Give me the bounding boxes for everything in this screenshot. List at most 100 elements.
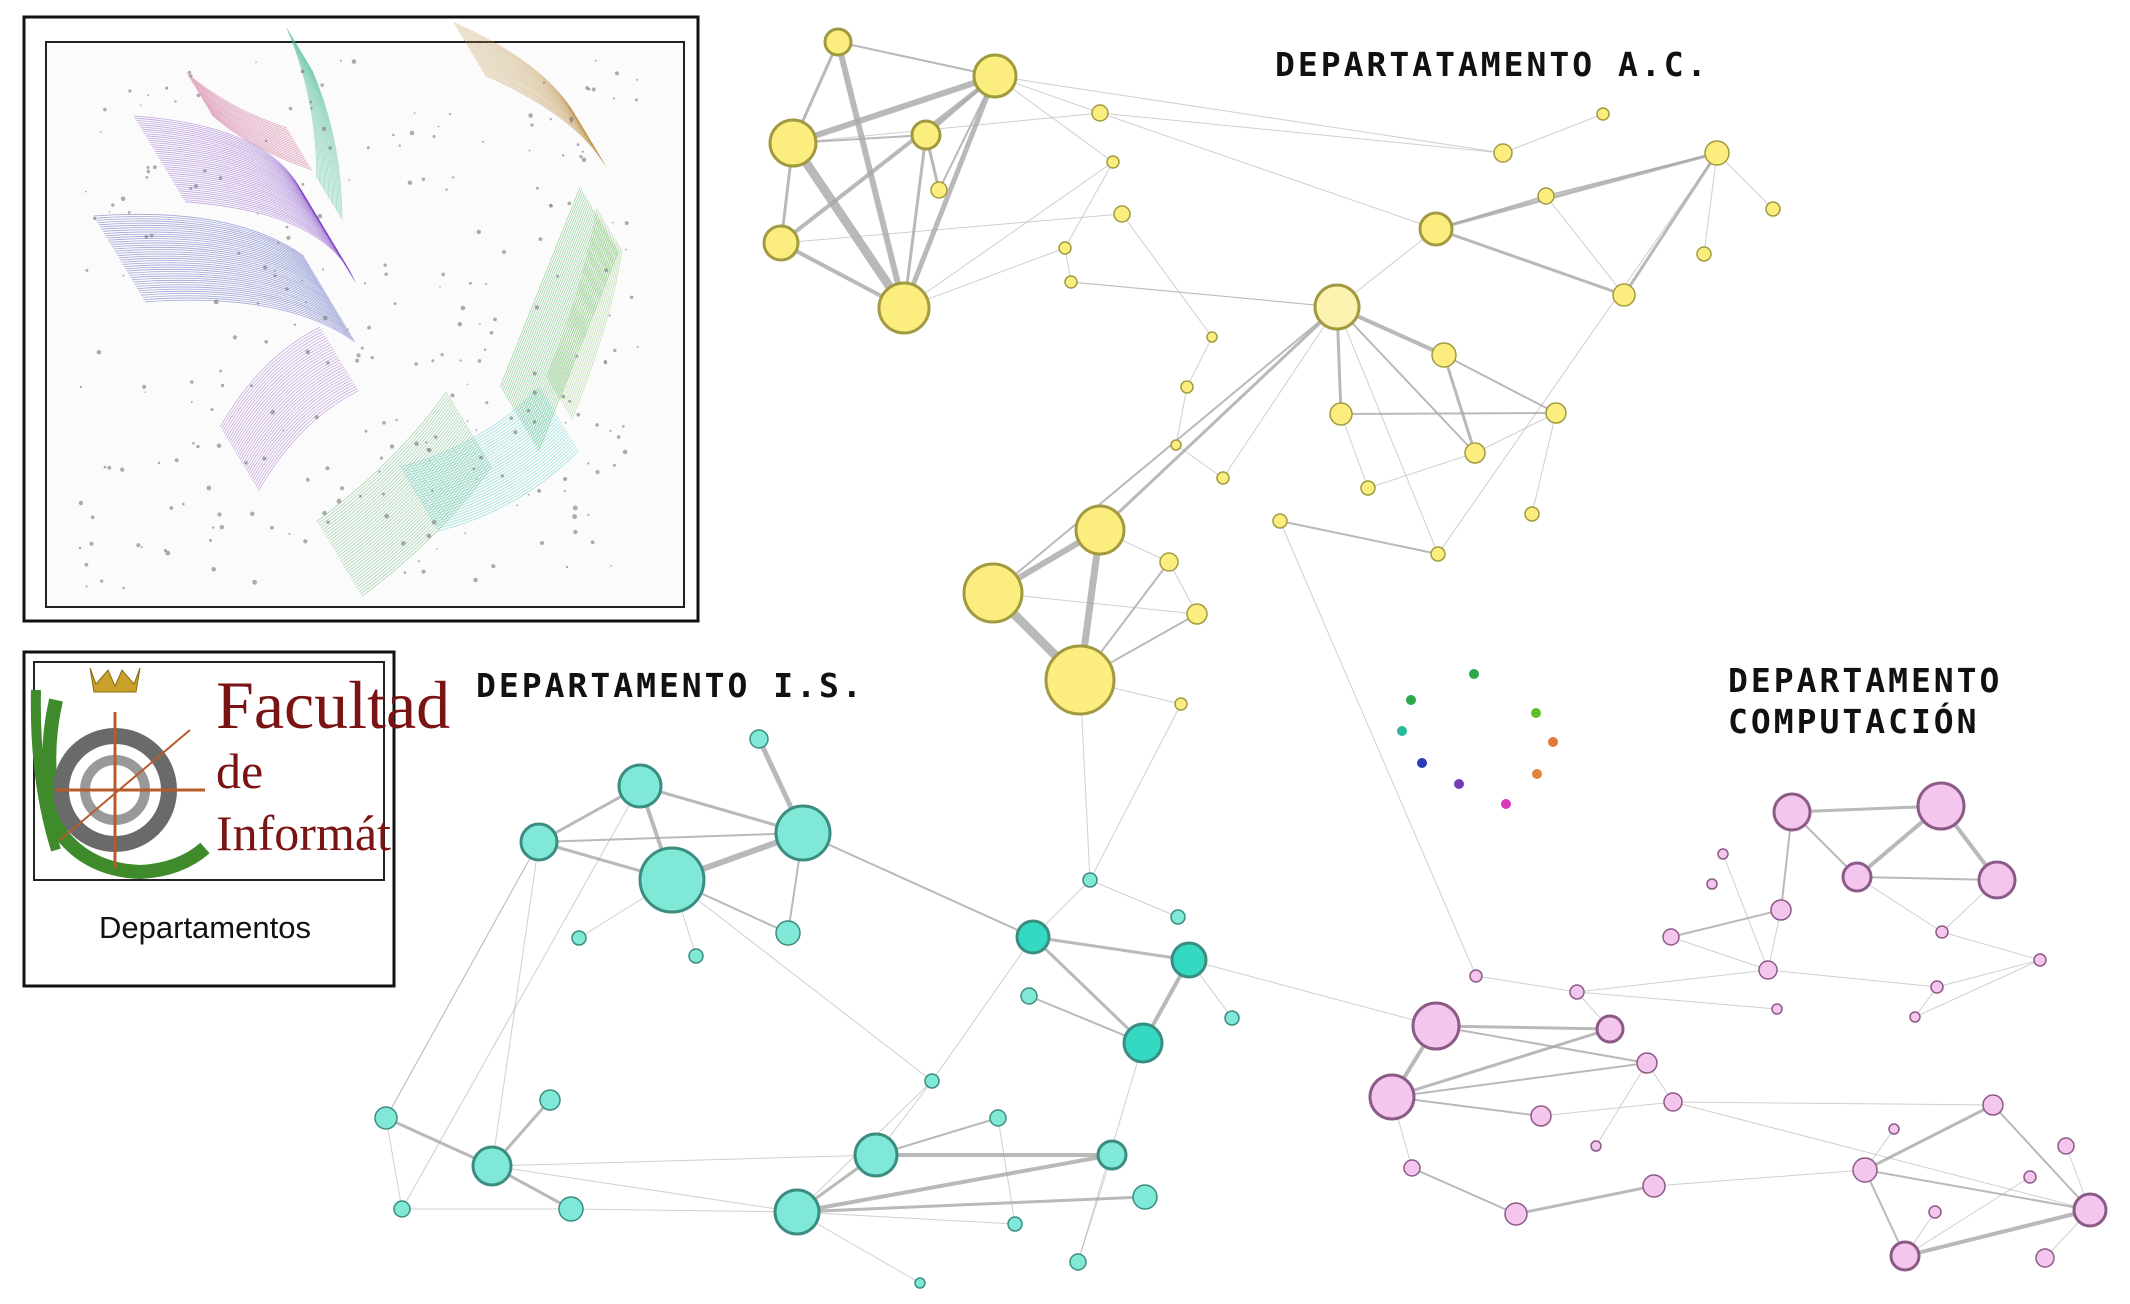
network-edge (1089, 879, 1179, 918)
inset-edge-curve (133, 280, 344, 323)
network-node (1569, 984, 1585, 1000)
inset-edge-curve (506, 197, 588, 399)
inset-node-dot (483, 348, 487, 351)
inset-edge-curve (562, 234, 614, 405)
inset-edge-curve (458, 30, 580, 122)
inset-edge-curve (101, 227, 312, 270)
network-edge (796, 1211, 1016, 1225)
inset-node-dot (562, 154, 565, 157)
inset-node-dot (85, 268, 89, 272)
inset-edge-curve (183, 199, 355, 280)
inset-edge-curve (434, 443, 575, 525)
inset-node-dot (403, 571, 407, 574)
inset-node-dot (325, 466, 330, 471)
network-edge (1716, 152, 1774, 210)
inset-edge-curve (568, 245, 620, 416)
inset-node-dot (149, 233, 154, 238)
inset-edge-curve (317, 393, 449, 525)
inset-node-dot (85, 190, 87, 193)
inset-edge-curve (328, 411, 460, 542)
faculty-logo-box: Facultad de Informát Departamentos (22, 650, 450, 988)
inset-node-dot (364, 429, 368, 433)
inset-edge-curve (429, 435, 570, 516)
inset-node-dot (587, 513, 590, 516)
inset-node-dot (475, 429, 478, 431)
inset-edge-curve (336, 424, 468, 555)
network-edge (1992, 1104, 2091, 1211)
network-node (571, 930, 587, 946)
inset-edge-curve (201, 96, 302, 153)
inset-edge-curve (405, 395, 546, 477)
network-edge (1856, 876, 1998, 881)
inset-edge-curve (225, 335, 326, 436)
logo-text-informat: Informát (216, 805, 391, 861)
inset-edge-curve (418, 417, 559, 499)
inset-node-dot (122, 274, 125, 277)
inset-node-dot (428, 459, 431, 462)
inset-node-dot (320, 83, 324, 87)
inset-edge-curve (149, 142, 320, 223)
inset-edge-curve (470, 50, 592, 142)
network-node (1069, 1253, 1087, 1271)
network-edge (570, 1208, 798, 1213)
inset-edge-curve (316, 391, 448, 522)
network-edge (671, 879, 933, 1082)
inset-edge-curve (291, 36, 323, 187)
inset-edge-curve (474, 57, 595, 148)
inset-edge-curve (146, 137, 318, 219)
inset-node-dot (563, 477, 568, 481)
inset-edge-curve (462, 37, 584, 129)
inset-edge-curve (409, 402, 550, 483)
network-node (1159, 552, 1179, 572)
inset-node-dot (431, 489, 434, 492)
inset-node-dot (581, 150, 584, 153)
inset-edge-curve (352, 450, 483, 582)
network-edge (1099, 112, 1504, 154)
inset-node-dot (120, 467, 125, 472)
inset-node-dot (421, 177, 426, 181)
network-nodes (374, 27, 2108, 1289)
inset-node-dot (472, 467, 476, 471)
inset-edge-curve (165, 168, 336, 249)
inset-edge-curve (408, 399, 549, 481)
inset-node-dot (273, 274, 277, 278)
network-edge (491, 1154, 877, 1167)
network-node (1717, 848, 1729, 860)
inset-node-dot (612, 463, 616, 467)
inset-node-dot (575, 354, 579, 358)
inset-edge-curve (566, 240, 617, 412)
inset-edge-curve (244, 368, 346, 469)
network-edge (997, 1117, 1016, 1225)
inset-node-dot (393, 302, 397, 305)
inset-edge-curve (466, 44, 588, 135)
network-node (930, 181, 948, 199)
inset-node-dot (256, 302, 260, 305)
inset-edge-curve (150, 144, 322, 225)
network-node (1329, 402, 1353, 426)
network-edge (1336, 306, 1476, 454)
inset-edge-curve (208, 110, 310, 166)
inset-node-dot (310, 107, 313, 110)
network-node (1636, 1052, 1658, 1074)
inset-node-dot (79, 385, 83, 389)
inset-node-dot (440, 353, 444, 357)
network-edge (1367, 452, 1476, 489)
inset-edge-curve (485, 74, 606, 166)
inset-node-dot (128, 89, 132, 93)
inset-edge-curve (258, 390, 359, 491)
inset-edge-curve (114, 249, 325, 292)
network-node (1524, 506, 1540, 522)
inset-edge-curve (248, 375, 350, 476)
network-edge (1279, 520, 1477, 977)
network-node (1082, 872, 1098, 888)
inset-node-dot (576, 412, 581, 417)
inset-edge-curve (112, 244, 323, 288)
inset-node-dot (84, 562, 89, 567)
network-node (1430, 546, 1446, 562)
inset-edge-curve (187, 74, 289, 131)
inset-node-dot (165, 550, 171, 556)
inset-edge-curve (299, 49, 331, 201)
inset-edge-curve (400, 386, 541, 468)
network-node (1106, 155, 1120, 169)
